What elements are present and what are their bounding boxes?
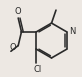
- Text: O: O: [10, 43, 16, 52]
- Text: N: N: [69, 27, 76, 36]
- Text: Cl: Cl: [33, 65, 41, 74]
- Text: O: O: [14, 7, 21, 16]
